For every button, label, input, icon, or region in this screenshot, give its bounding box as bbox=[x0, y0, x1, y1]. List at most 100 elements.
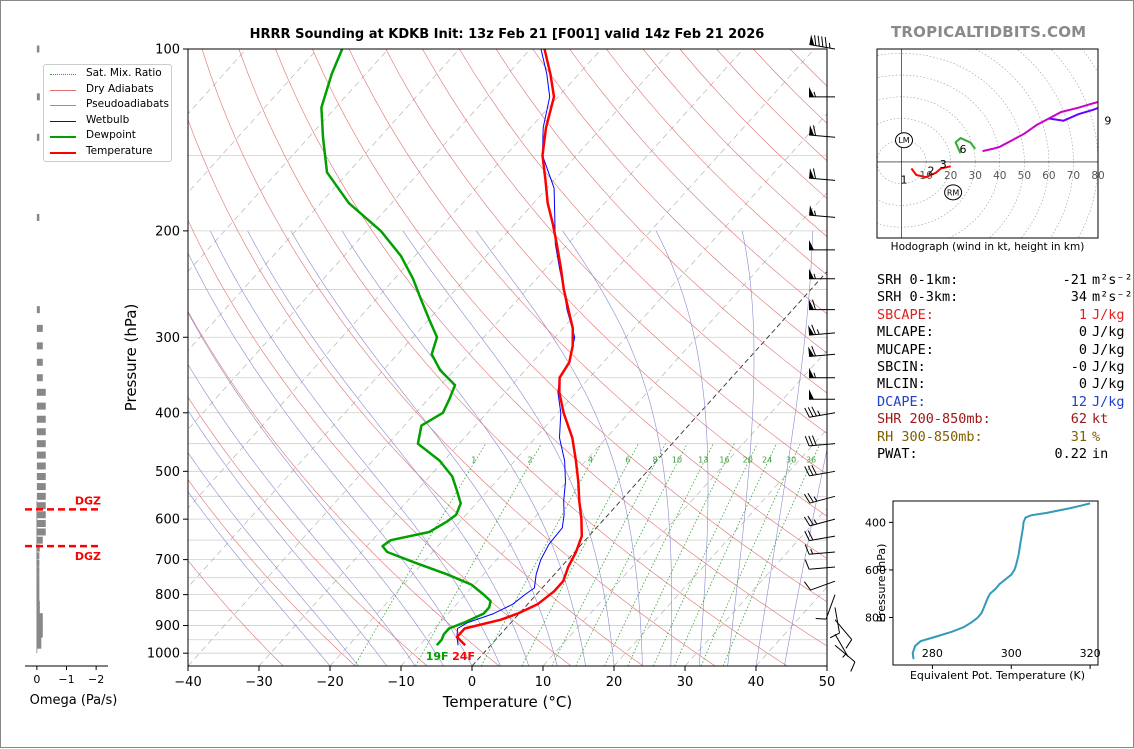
y-tick-label: 500 bbox=[155, 465, 180, 480]
wind-barb bbox=[805, 560, 835, 570]
barb-staff bbox=[835, 620, 852, 640]
barb-flag bbox=[808, 325, 814, 335]
mixing-ratio-label: 1 bbox=[471, 455, 476, 464]
barb-staff bbox=[809, 215, 835, 217]
omega-bar bbox=[37, 93, 40, 100]
stat-unit: m²s⁻² bbox=[1092, 289, 1133, 306]
barb-line bbox=[805, 436, 809, 446]
omega-bar bbox=[37, 528, 46, 535]
mixing-ratio-label: 30 bbox=[786, 455, 796, 464]
hodograph-segment bbox=[1049, 103, 1110, 120]
omega-bar bbox=[37, 607, 40, 614]
mixing-ratio-label: 10 bbox=[672, 455, 682, 464]
wind-barb bbox=[805, 465, 835, 476]
surface-dewpoint-label: 19F bbox=[426, 650, 449, 663]
stat-unit: J/kg bbox=[1092, 307, 1125, 324]
barb-line bbox=[825, 37, 826, 47]
barb-staff bbox=[809, 178, 835, 180]
stat-value: 12 bbox=[1071, 394, 1087, 411]
hodograph-caption: Hodograph (wind in kt, height in km) bbox=[877, 241, 1098, 253]
omega-bar bbox=[37, 134, 40, 141]
barb-half bbox=[829, 43, 830, 48]
theta-e-inner bbox=[913, 503, 1090, 659]
legend-swatch bbox=[50, 74, 76, 75]
moist-adiabat bbox=[656, 231, 708, 666]
stat-unit: m²s⁻² bbox=[1092, 272, 1133, 289]
barb-flag bbox=[809, 269, 814, 279]
wind-barb bbox=[809, 35, 835, 49]
barb-flag bbox=[809, 389, 814, 399]
dry-adiabat bbox=[276, 49, 860, 666]
isotherm-line bbox=[1, 49, 33, 666]
y-axis-label: Pressure (hPa) bbox=[122, 304, 140, 412]
hodograph-ring-label: 70 bbox=[1067, 170, 1080, 182]
wind-barb bbox=[835, 645, 855, 671]
theta-e-y-tick-label: 400 bbox=[865, 516, 886, 529]
omega-bar bbox=[37, 374, 43, 381]
moist-adiabat bbox=[76, 231, 359, 666]
mixing-ratio-line bbox=[416, 444, 542, 666]
x-tick-label: 0 bbox=[468, 675, 476, 690]
barb-staff bbox=[810, 519, 835, 526]
mixing-ratio-line bbox=[701, 444, 800, 666]
stat-value: 0 bbox=[1079, 342, 1087, 359]
moist-adiabat bbox=[756, 231, 813, 666]
barb-staff bbox=[811, 581, 835, 590]
hodograph-ring-label: 40 bbox=[993, 170, 1006, 182]
moist-adiabat bbox=[403, 231, 614, 666]
omega-bar bbox=[37, 511, 46, 518]
barb-line bbox=[851, 662, 855, 672]
omega-bar bbox=[37, 452, 46, 459]
chart-legend: Sat. Mix. Ratio Dry Adiabats Pseudoadiab… bbox=[43, 64, 172, 162]
wind-barb bbox=[808, 346, 835, 356]
moist-adiabat bbox=[248, 231, 529, 666]
mixing-ratio-label: 16 bbox=[719, 455, 729, 464]
legend-label: Temperature bbox=[86, 145, 153, 157]
y-tick-label: 900 bbox=[155, 619, 180, 634]
omega-bar bbox=[37, 537, 43, 544]
stat-value: 0.22 bbox=[1054, 446, 1087, 463]
wind-barb bbox=[805, 407, 835, 418]
y-tick-label: 100 bbox=[155, 43, 180, 58]
mixing-ratio-line bbox=[576, 444, 688, 666]
barb-line bbox=[846, 640, 852, 649]
mixing-ratio-line bbox=[522, 444, 639, 666]
omega-tick-label: −2 bbox=[88, 673, 104, 686]
stat-unit: J/kg bbox=[1092, 342, 1125, 359]
y-tick-label: 1000 bbox=[147, 647, 180, 662]
wind-barb bbox=[809, 168, 835, 180]
wind-barb bbox=[809, 300, 835, 310]
omega-bar bbox=[37, 46, 40, 53]
stat-unit: kt bbox=[1092, 411, 1108, 428]
stat-unit: J/kg bbox=[1092, 394, 1125, 411]
stat-value: -21 bbox=[1063, 272, 1087, 289]
barb-line bbox=[805, 560, 809, 570]
dgz-label: DGZ bbox=[75, 550, 101, 563]
hodograph-ring-label: 30 bbox=[969, 170, 982, 182]
legend-label: Dry Adiabats bbox=[86, 83, 154, 95]
barb-staff bbox=[835, 645, 855, 662]
moist-adiabat bbox=[563, 231, 672, 666]
series-dewpoint-line bbox=[321, 49, 490, 645]
x-tick-label: −30 bbox=[245, 675, 272, 690]
barb-half bbox=[814, 373, 816, 378]
x-tick-label: −20 bbox=[316, 675, 343, 690]
stat-unit: J/kg bbox=[1092, 324, 1125, 341]
storm-motion-label: RM bbox=[947, 188, 960, 197]
mixing-ratio-label: 20 bbox=[743, 455, 753, 464]
barb-staff bbox=[809, 135, 835, 137]
stat-unit: J/kg bbox=[1092, 376, 1125, 393]
wind-barbs bbox=[804, 35, 855, 672]
hodograph-ring-label: 20 bbox=[944, 170, 957, 182]
stat-unit: J/kg bbox=[1092, 359, 1125, 376]
stat-label: SRH 0-3km: bbox=[877, 289, 958, 306]
stat-label: SHR 200-850mb: bbox=[877, 411, 991, 428]
omega-bar bbox=[37, 642, 41, 649]
hodograph-height-label: 1 bbox=[901, 173, 908, 186]
